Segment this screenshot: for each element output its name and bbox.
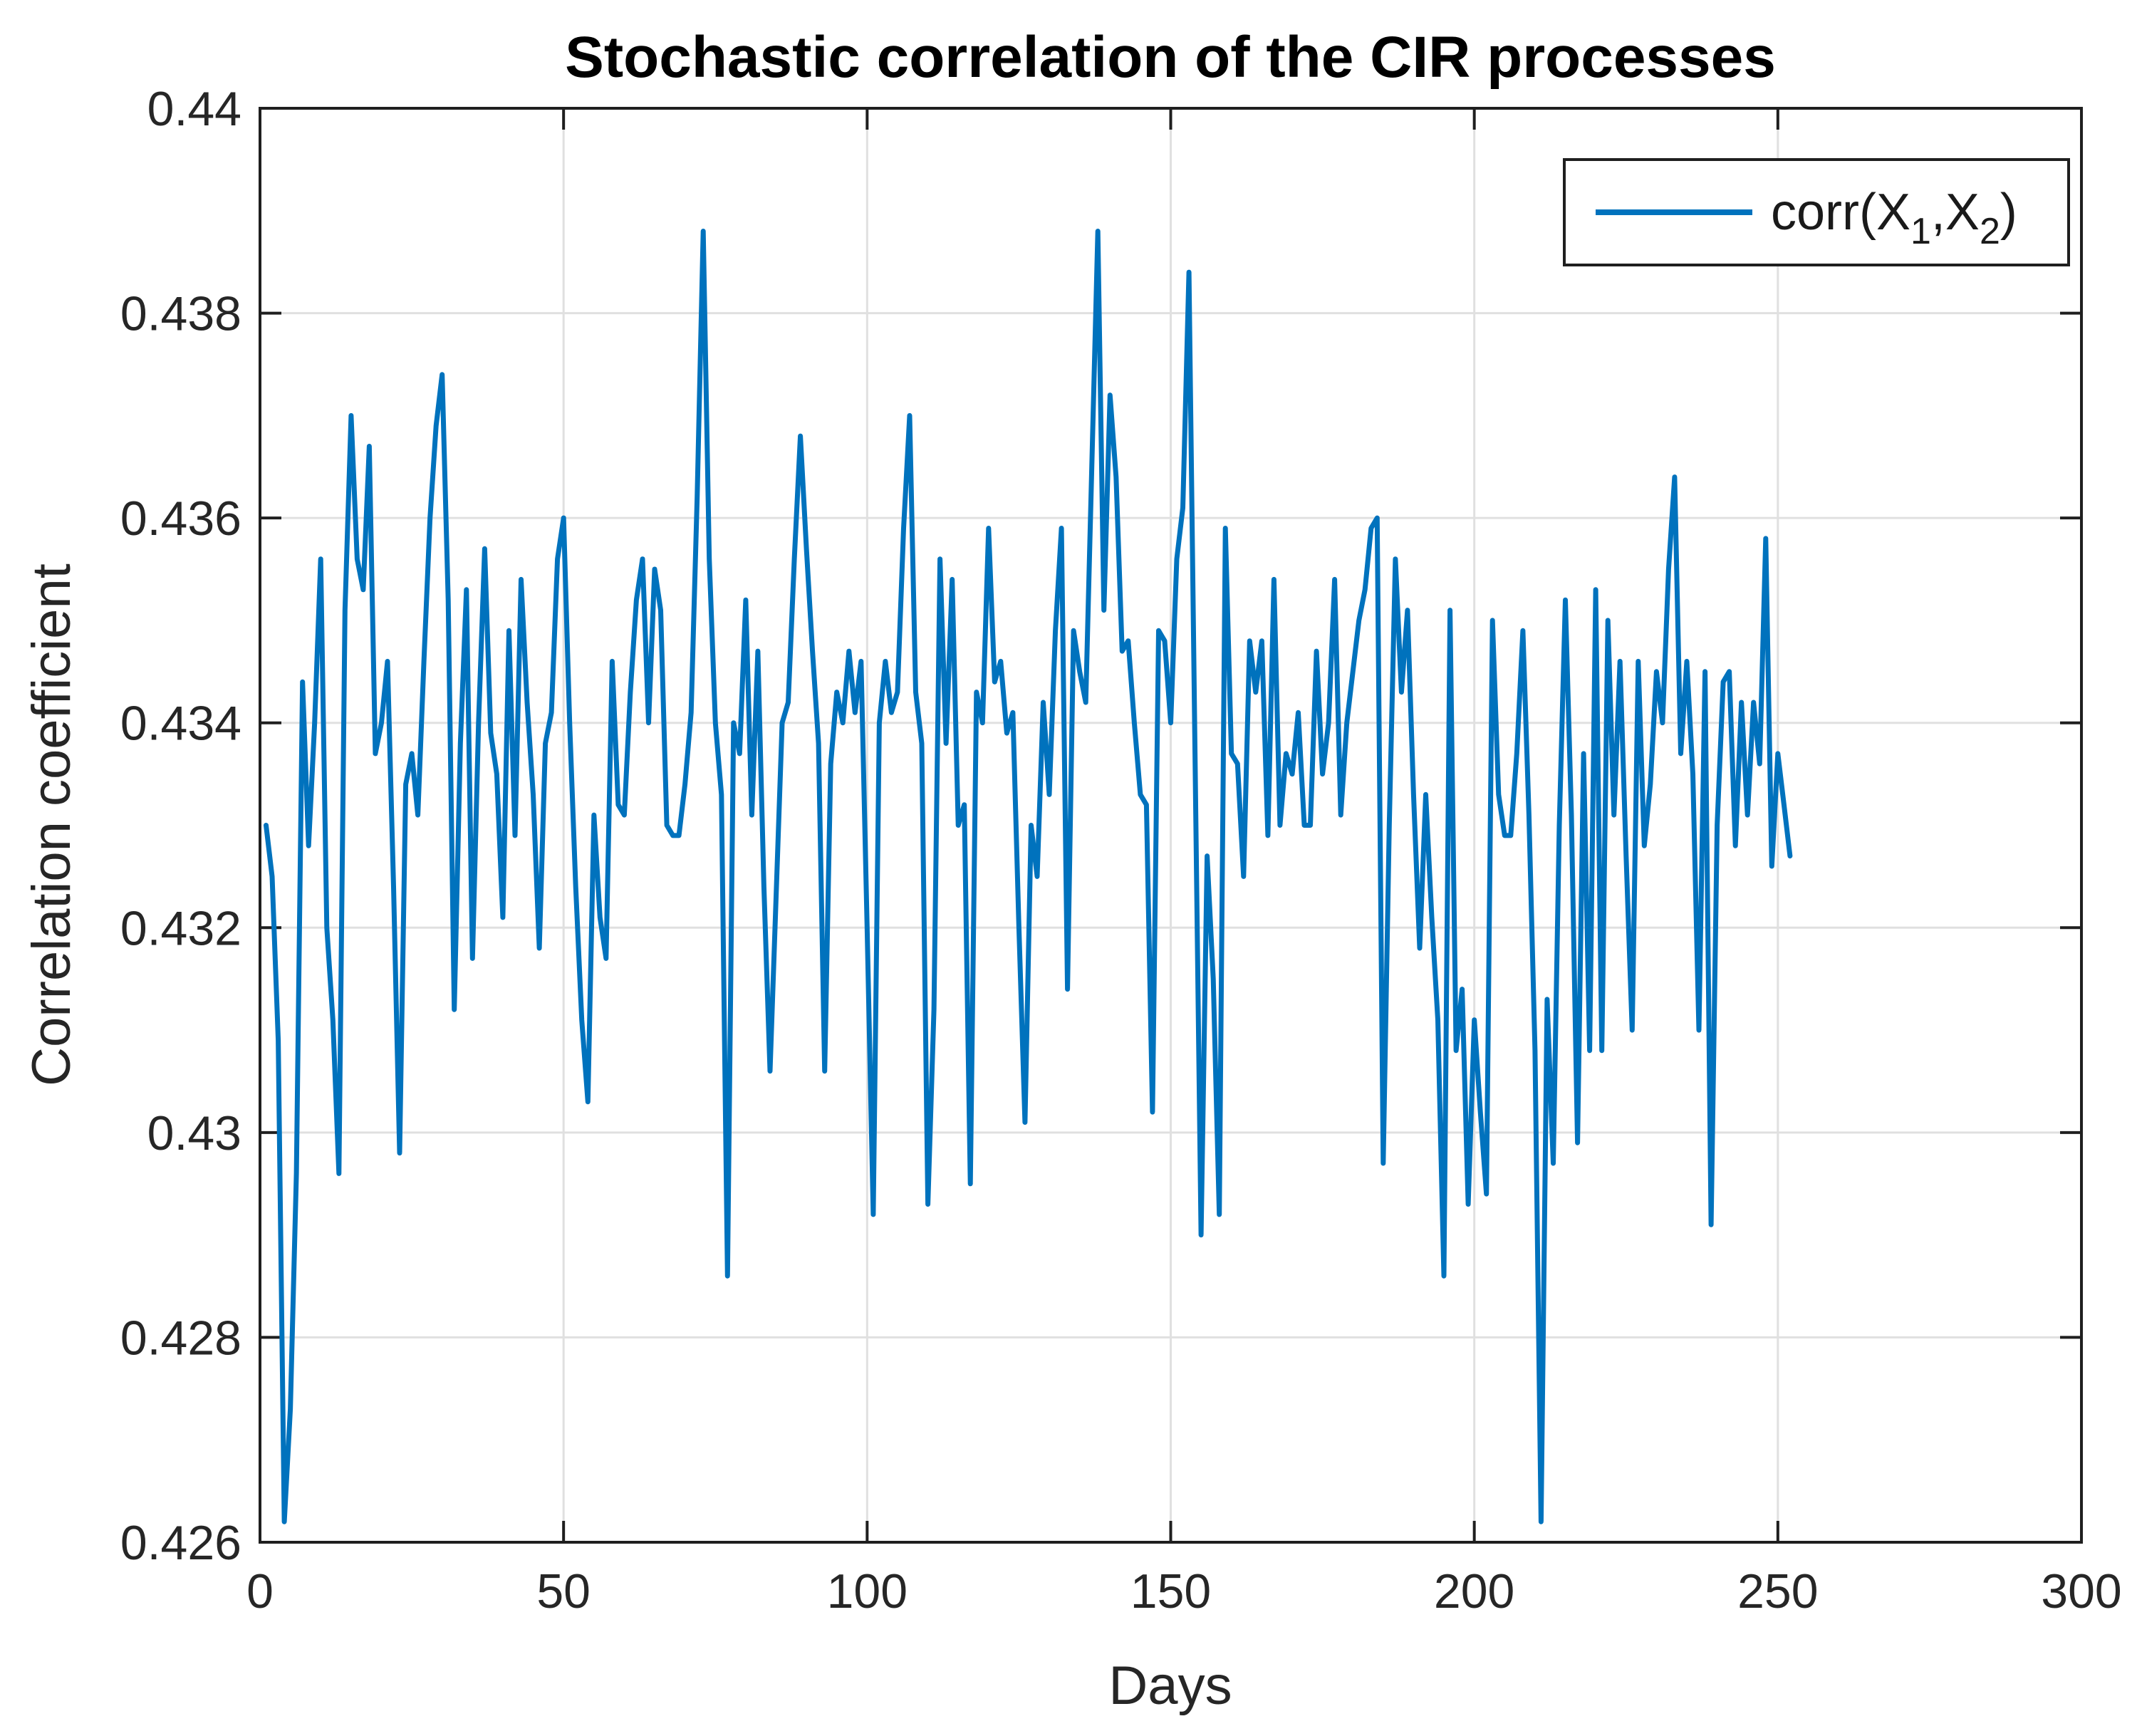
y-axis-label: Correlation coefficient bbox=[21, 563, 82, 1086]
y-tick-label: 0.438 bbox=[120, 287, 241, 341]
y-tick-label: 0.44 bbox=[147, 82, 241, 136]
legend-line-sample bbox=[1596, 209, 1752, 215]
legend-box: corr(X1,X2) bbox=[1563, 158, 2070, 266]
x-tick-label: 0 bbox=[246, 1564, 274, 1618]
x-tick-label: 300 bbox=[2041, 1564, 2121, 1618]
x-axis-label: Days bbox=[1108, 1656, 1232, 1716]
legend-text-sub2: 2 bbox=[1979, 211, 2000, 252]
y-tick-label: 0.436 bbox=[120, 492, 241, 546]
y-tick-label: 0.432 bbox=[120, 901, 241, 955]
legend-text-mid: ,X bbox=[1930, 184, 1980, 241]
legend-text-sub1: 1 bbox=[1910, 211, 1931, 252]
x-tick-label: 50 bbox=[536, 1564, 591, 1618]
legend-text-prefix: corr(X bbox=[1771, 184, 1910, 241]
legend-series-label: corr(X1,X2) bbox=[1771, 184, 2017, 250]
y-tick-label: 0.426 bbox=[120, 1516, 241, 1570]
x-tick-label: 100 bbox=[827, 1564, 908, 1618]
data-line-corr-x1-x2 bbox=[264, 229, 1793, 1524]
y-tick-label: 0.434 bbox=[120, 697, 241, 751]
y-tick-label: 0.428 bbox=[120, 1311, 241, 1365]
x-tick-label: 250 bbox=[1737, 1564, 1818, 1618]
chart-title: Stochastic correlation of the CIR proces… bbox=[565, 25, 1776, 90]
legend-text-suffix: ) bbox=[2000, 184, 2017, 241]
y-tick-label: 0.43 bbox=[147, 1106, 241, 1160]
x-tick-label: 150 bbox=[1130, 1564, 1211, 1618]
x-tick-label: 200 bbox=[1434, 1564, 1514, 1618]
